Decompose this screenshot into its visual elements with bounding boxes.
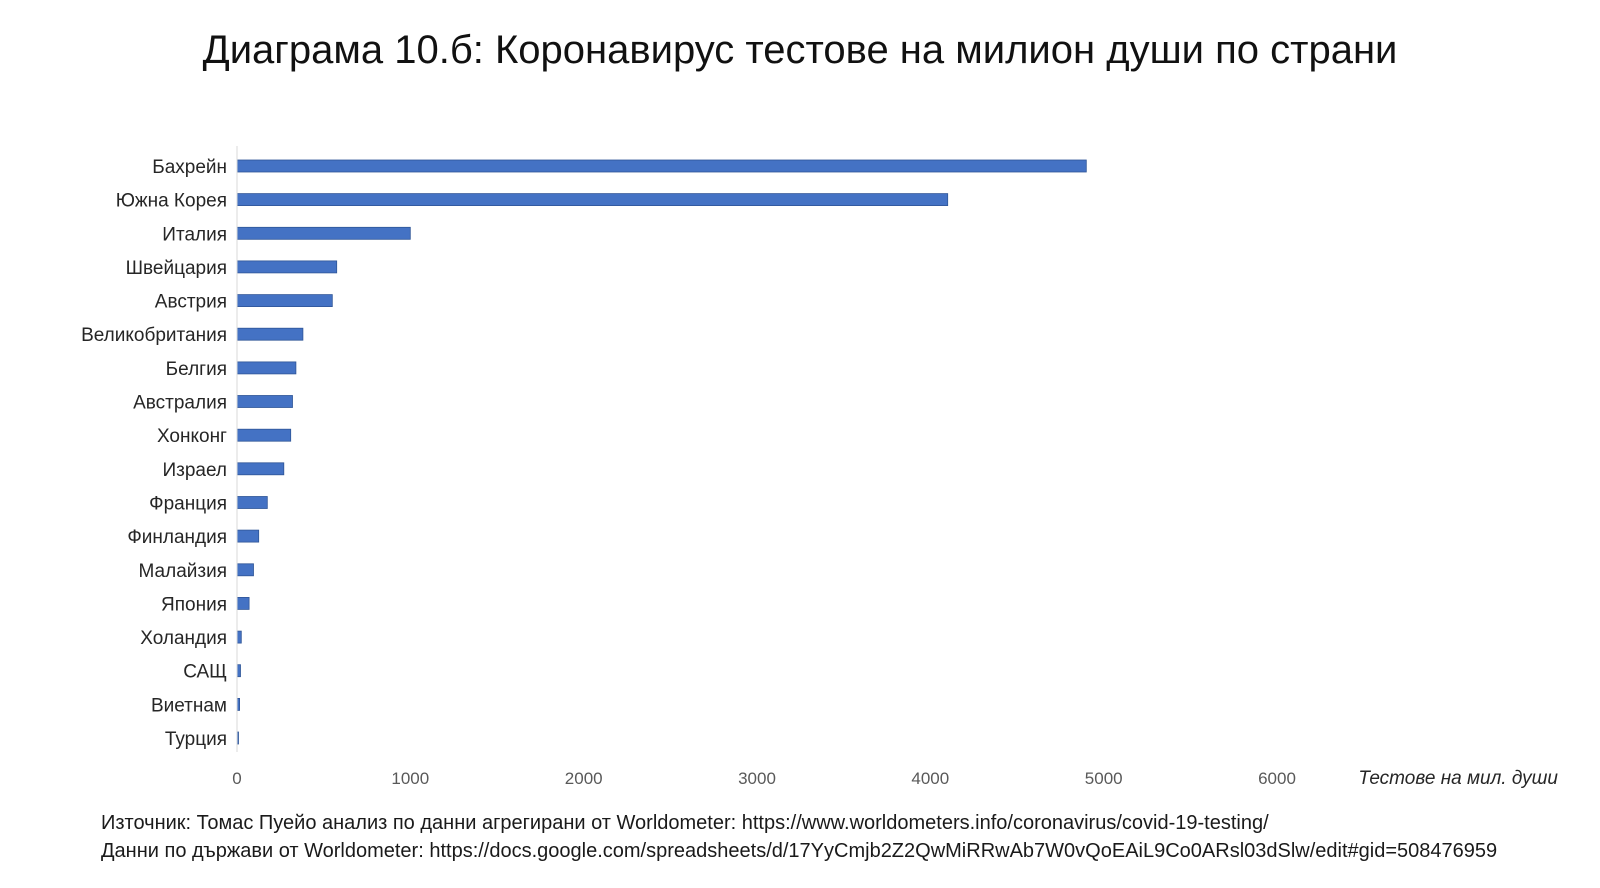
bar bbox=[236, 462, 285, 476]
bar bbox=[236, 395, 293, 408]
bar bbox=[236, 159, 1087, 173]
x-tick-label: 0 bbox=[232, 769, 241, 788]
x-tick-label: 4000 bbox=[911, 769, 949, 788]
category-label: Австралия bbox=[133, 393, 227, 414]
category-label: Израел bbox=[162, 460, 227, 481]
x-tick-label: 3000 bbox=[738, 769, 776, 788]
bar bbox=[236, 428, 292, 442]
category-label: Италия bbox=[162, 224, 227, 245]
category-label: Франция bbox=[149, 494, 227, 515]
x-axis-ticks: 0 1000 2000 3000 4000 5000 6000 bbox=[232, 769, 1296, 788]
category-label: Малайзия bbox=[139, 561, 228, 582]
category-label: САЩ bbox=[183, 662, 227, 683]
chart-title: Диаграма 10.б: Коронавирус тестове на ми… bbox=[202, 28, 1398, 72]
category-label: Холандия bbox=[140, 628, 227, 649]
data-source-note: Данни по държави от Worldometer: https:/… bbox=[101, 840, 1498, 862]
category-label: Южна Корея bbox=[116, 191, 227, 212]
category-label: Бахрейн bbox=[152, 157, 227, 178]
bar bbox=[236, 226, 411, 240]
bar bbox=[236, 630, 242, 644]
source-note: Източник: Томас Пуейо анализ по данни аг… bbox=[101, 812, 1269, 834]
bar bbox=[236, 496, 268, 509]
x-tick-label: 6000 bbox=[1258, 769, 1296, 788]
x-tick-label: 5000 bbox=[1085, 769, 1123, 788]
category-label: Белгия bbox=[166, 359, 227, 380]
category-label: Виетнам bbox=[151, 695, 227, 716]
category-label: Швейцария bbox=[126, 258, 227, 279]
category-label: Хонконг bbox=[157, 426, 227, 447]
bar bbox=[236, 664, 241, 678]
bar bbox=[236, 597, 250, 610]
category-label: Австрия bbox=[155, 292, 227, 313]
bar bbox=[236, 260, 338, 274]
bar bbox=[236, 327, 304, 341]
bars-layer bbox=[236, 159, 1087, 745]
bar bbox=[236, 529, 260, 543]
category-label: Турция bbox=[165, 729, 227, 750]
x-tick-label: 1000 bbox=[391, 769, 429, 788]
category-labels: Бахрейн Южна Корея Италия Швейцария Австрия В… bbox=[81, 157, 227, 750]
bar bbox=[236, 294, 333, 308]
bar bbox=[236, 563, 254, 577]
x-tick-label: 2000 bbox=[565, 769, 603, 788]
bar bbox=[236, 193, 949, 207]
bar bbox=[236, 361, 297, 375]
category-label: Великобритания bbox=[81, 325, 227, 346]
x-axis-title: Тестове на мил. души bbox=[1358, 768, 1558, 789]
category-label: Финландия bbox=[127, 527, 227, 548]
category-label: Япония bbox=[161, 594, 227, 615]
